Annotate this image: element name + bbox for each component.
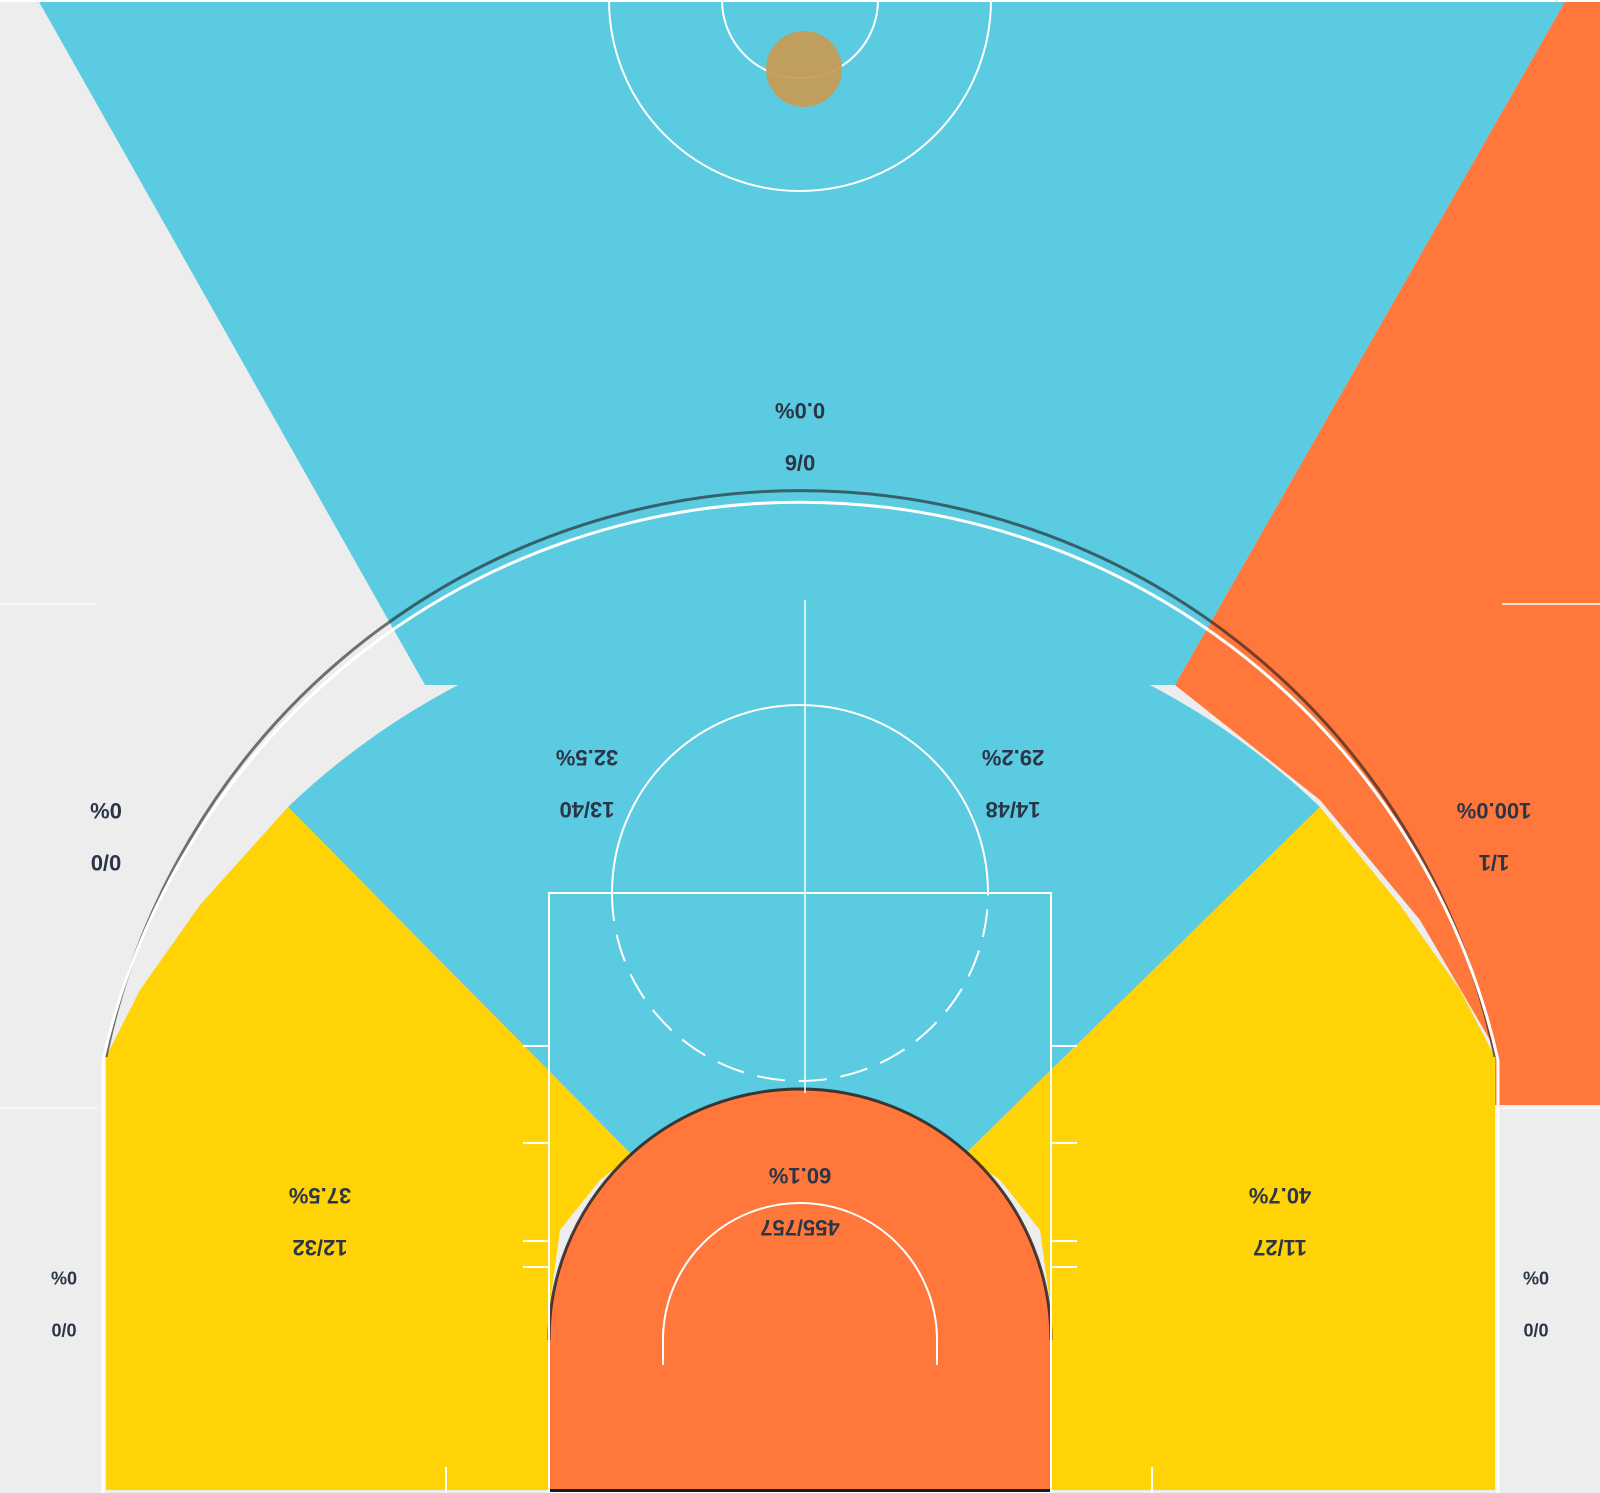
zone-percentage: 60.1% — [769, 1163, 831, 1188]
zone-mid-range-wing-right — [106, 807, 632, 1490]
zone-label-mid-range-left: 14/48 29.2% — [982, 745, 1044, 822]
zone-label-mid-range-wing-right: 12/32 37.5% — [289, 1183, 351, 1260]
zone-mid-range-wing-left — [964, 807, 1495, 1490]
zone-label-restricted-area: 455/757 60.1% — [760, 1163, 840, 1240]
zone-made-attempts: 1/1 — [1479, 850, 1510, 875]
three-point-arc — [101, 500, 1500, 1061]
zone-percentage: 40.7% — [1249, 1183, 1311, 1208]
zone-percentage: 100.0% — [1457, 798, 1532, 823]
zone-label-above-break-3-center: 0/6 0.0% — [775, 398, 825, 475]
center-circle-outer — [608, 0, 992, 192]
zone-label-above-break-3-right: 0/0 0% — [90, 798, 122, 875]
zone-made-attempts: 12/32 — [292, 1235, 347, 1260]
zone-percentage: 0% — [1523, 1267, 1549, 1287]
zone-percentage: 37.5% — [289, 1183, 351, 1208]
free-throw-circle-bottom — [611, 892, 989, 1082]
zone-made-attempts: 0/0 — [91, 850, 122, 875]
zone-mid-range-center — [288, 600, 1320, 1155]
zone-percentage: 32.5% — [556, 745, 618, 770]
zone-made-attempts: 13/40 — [559, 797, 614, 822]
zone-above-break-3-center — [38, 0, 1566, 685]
basketball-icon — [766, 31, 842, 107]
zone-restricted-area — [549, 1089, 1051, 1490]
restricted-arc-shadow — [547, 1087, 1053, 1341]
restricted-area-arc — [662, 1202, 938, 1365]
zone-label-corner-3-right: 0/0 0% — [51, 1267, 77, 1339]
zone-label-corner-3-left: 0/0 0% — [1523, 1267, 1549, 1339]
zone-made-attempts: 0/6 — [785, 450, 816, 475]
zone-made-attempts: 455/757 — [760, 1215, 840, 1240]
zone-made-attempts: 0/0 — [1523, 1319, 1548, 1339]
zone-labels: 455/757 60.1% 14/48 29.2% 13/40 32.5% 11/27 40.… — [51, 398, 1549, 1339]
zone-label-mid-range-wing-left: 11/27 40.7% — [1249, 1183, 1311, 1260]
zone-label-above-break-3-left: 1/1 100.0% — [1457, 798, 1532, 875]
zone-above-break-3-left — [1175, 0, 1600, 1105]
zone-made-attempts: 0/0 — [51, 1319, 76, 1339]
zone-percentage: 0% — [90, 798, 122, 823]
zone-made-attempts: 14/48 — [985, 797, 1040, 822]
free-throw-circle-top — [611, 704, 989, 894]
three-point-arc-shadow — [104, 489, 1497, 1058]
zone-made-attempts: 11/27 — [1253, 1235, 1307, 1260]
paint-lane — [548, 892, 1052, 1493]
zone-percentage: 29.2% — [982, 745, 1044, 770]
zone-percentage: 0% — [51, 1267, 77, 1287]
zone-percentage: 0.0% — [775, 398, 825, 423]
zone-label-mid-range-right: 13/40 32.5% — [556, 745, 618, 822]
